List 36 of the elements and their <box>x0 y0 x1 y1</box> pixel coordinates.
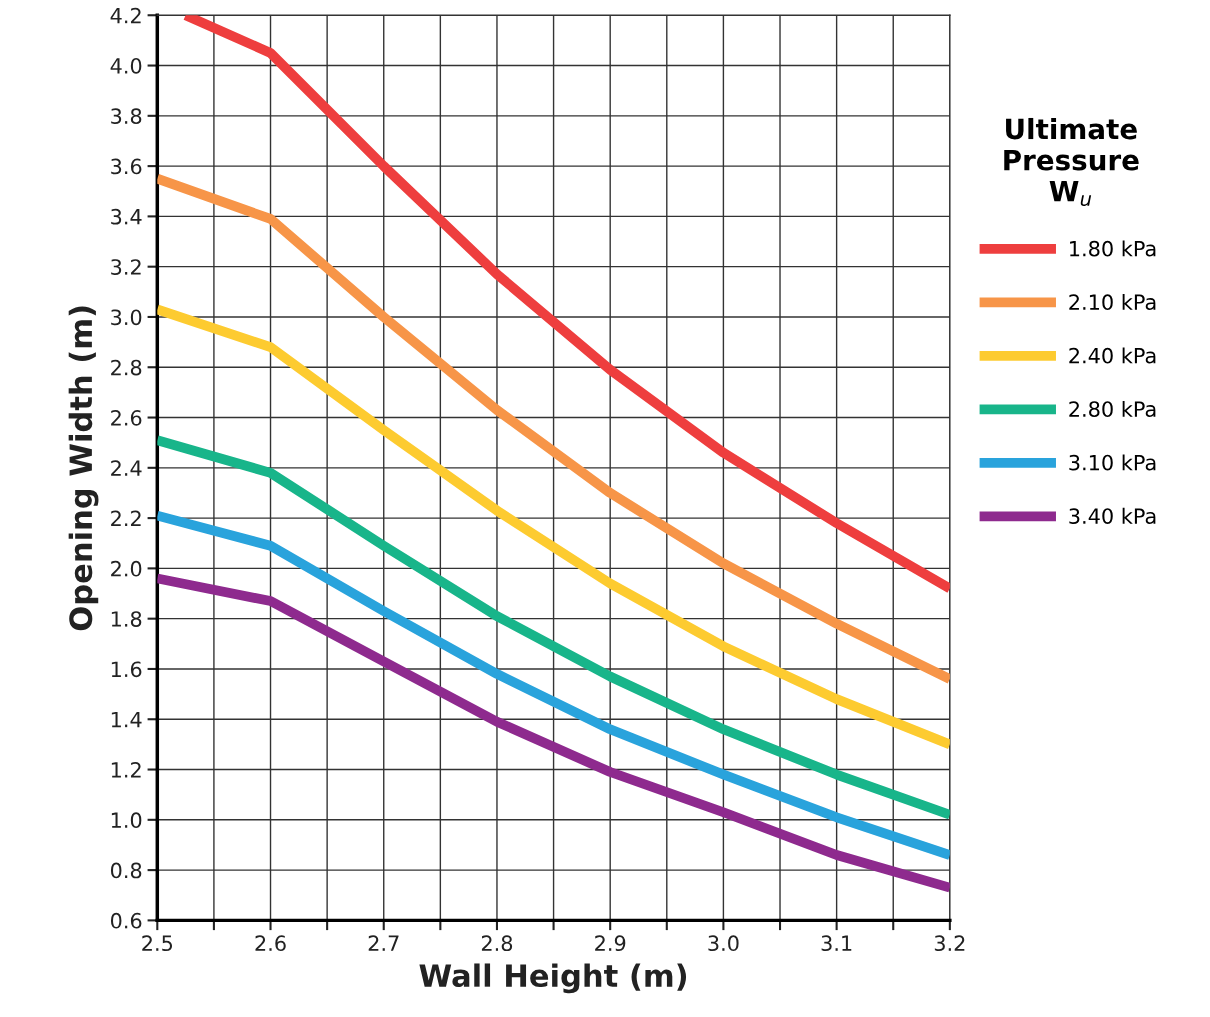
y-tick-label: 2.4 <box>111 460 142 476</box>
y-tick-label: 1.2 <box>111 761 141 778</box>
x-tick-label: 2.6 <box>255 935 286 952</box>
y-tick-label: 3.6 <box>111 158 142 175</box>
y-tick-label: 3.0 <box>111 309 142 326</box>
y-tick-label: 4.2 <box>110 7 141 24</box>
y-tick-label: 3.8 <box>111 108 142 125</box>
y-tick-label: 2.8 <box>111 359 142 376</box>
y-tick-label: 2.6 <box>111 409 142 426</box>
legend-label: 3.40 kPa <box>1069 507 1156 524</box>
legend-title: Ultimate Pressure W$_{u}$ <box>1004 117 1139 207</box>
y-axis-title: Opening Width (m) <box>68 306 99 631</box>
y-tick-label: 3.2 <box>111 259 141 275</box>
y-tick-label: 2.2 <box>111 510 141 527</box>
y-tick-label: 1.4 <box>111 711 142 728</box>
x-tick-label: 3.2 <box>934 935 965 952</box>
legend-label: 1.80 kPa <box>1070 240 1156 257</box>
x-tick-label: 2.8 <box>481 935 513 952</box>
x-tick-label: 2.7 <box>368 935 399 951</box>
y-tick-label: 0.8 <box>110 862 142 879</box>
legend-label: 2.40 kPa <box>1069 347 1156 364</box>
y-tick-label: 4.0 <box>110 57 142 74</box>
y-tick-label: 0.6 <box>110 912 142 929</box>
y-tick-label: 3.4 <box>111 208 142 225</box>
x-tick-label: 2.5 <box>142 935 173 952</box>
legend-label: 2.10 kPa <box>1069 293 1156 311</box>
y-tick-label: 2.0 <box>111 560 142 577</box>
x-tick-label: 3.0 <box>708 935 739 952</box>
legend-label: 3.10 kPa <box>1069 454 1156 471</box>
x-tick-label: 3.1 <box>821 935 852 952</box>
legend-label: 2.80 kPa <box>1069 400 1156 418</box>
x-axis-title: Wall Height (m) <box>419 963 687 994</box>
y-tick-label: 1.8 <box>111 611 142 627</box>
y-tick-label: 1.6 <box>111 661 142 678</box>
x-tick-label: 2.9 <box>595 935 626 952</box>
y-tick-label: 1.0 <box>111 812 142 829</box>
